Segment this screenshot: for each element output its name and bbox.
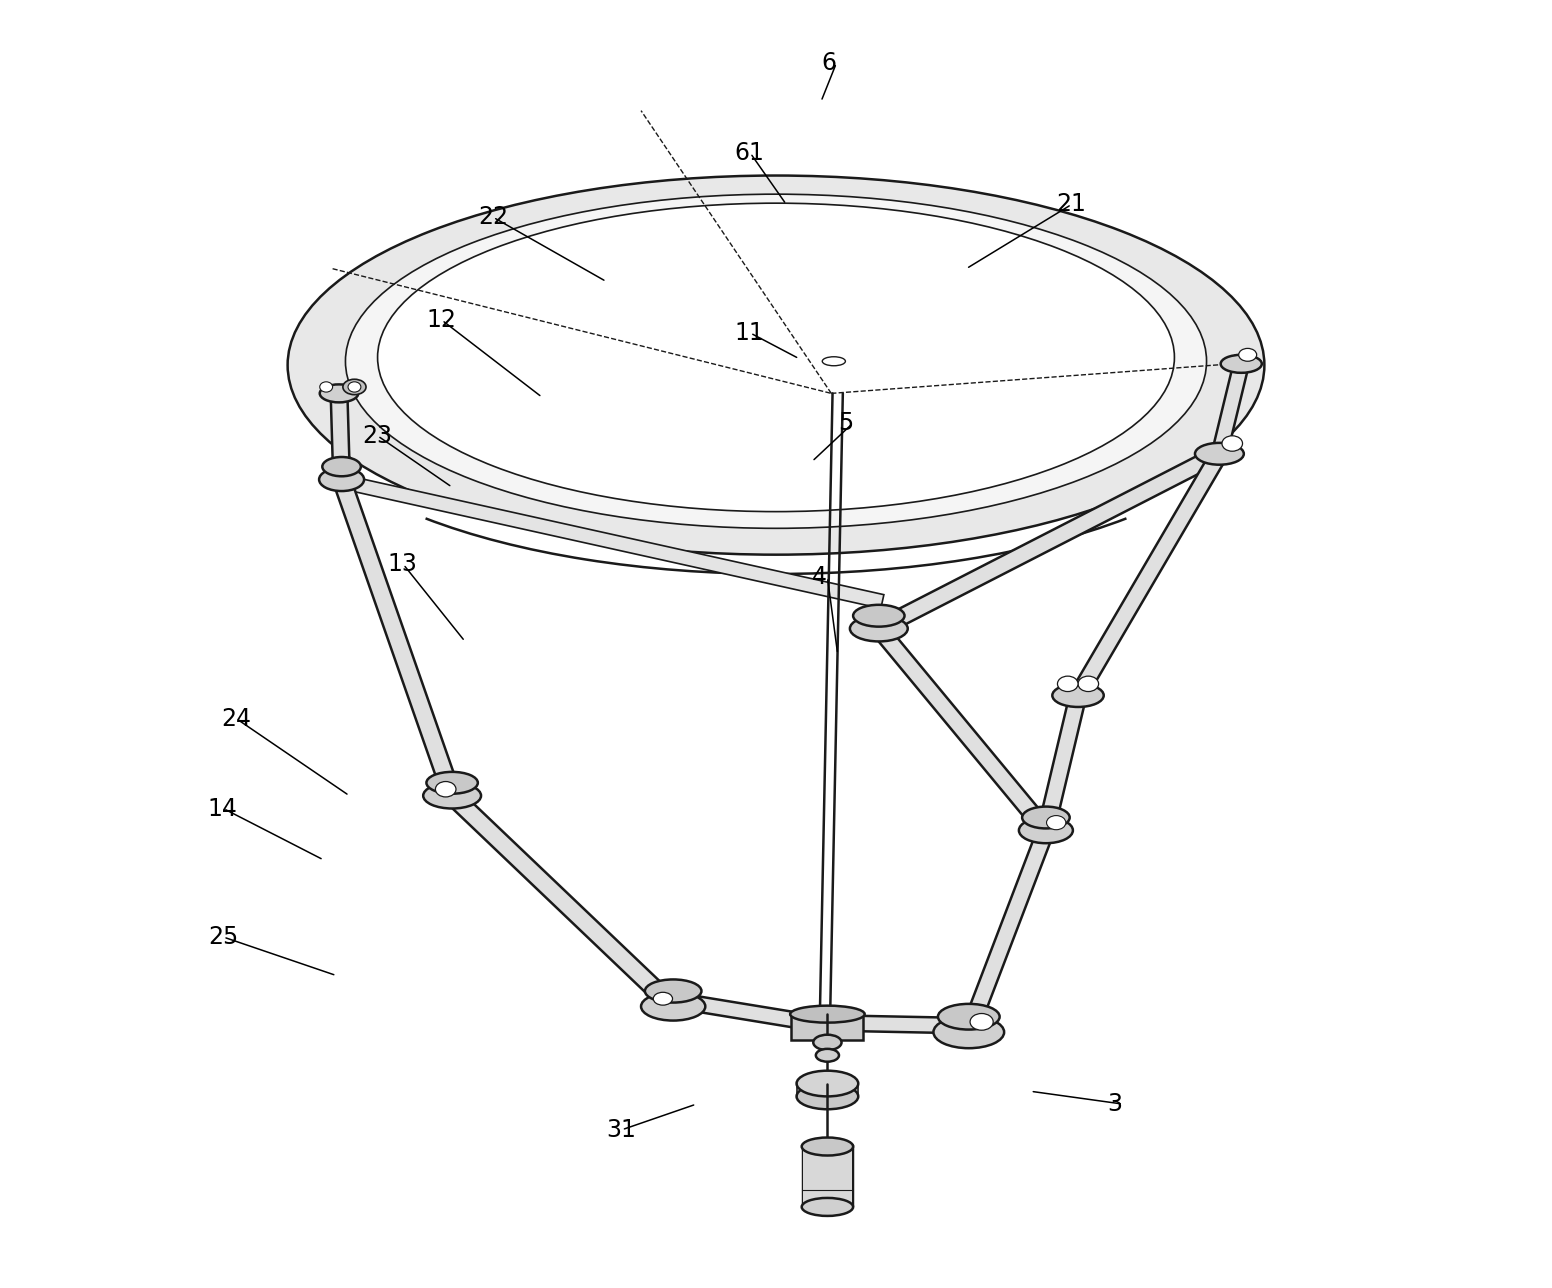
Ellipse shape bbox=[1238, 348, 1257, 361]
Polygon shape bbox=[872, 623, 1052, 836]
Text: 22: 22 bbox=[478, 205, 508, 229]
Polygon shape bbox=[792, 1014, 863, 1039]
Ellipse shape bbox=[320, 384, 359, 402]
Ellipse shape bbox=[424, 783, 481, 809]
Ellipse shape bbox=[823, 357, 846, 366]
Polygon shape bbox=[1211, 355, 1251, 462]
Ellipse shape bbox=[970, 1014, 993, 1030]
Polygon shape bbox=[445, 790, 680, 1012]
Ellipse shape bbox=[854, 605, 905, 627]
Ellipse shape bbox=[850, 616, 908, 641]
Ellipse shape bbox=[641, 992, 705, 1020]
Ellipse shape bbox=[436, 782, 456, 797]
Ellipse shape bbox=[1079, 676, 1099, 692]
Ellipse shape bbox=[1020, 818, 1072, 844]
Polygon shape bbox=[875, 447, 1223, 636]
Ellipse shape bbox=[377, 204, 1175, 511]
Ellipse shape bbox=[816, 1048, 840, 1061]
Text: 61: 61 bbox=[736, 142, 765, 165]
Ellipse shape bbox=[790, 1006, 864, 1023]
Text: 12: 12 bbox=[427, 308, 456, 332]
Text: 4: 4 bbox=[812, 565, 827, 589]
Ellipse shape bbox=[796, 1083, 858, 1109]
Ellipse shape bbox=[1052, 684, 1103, 707]
Polygon shape bbox=[802, 1146, 852, 1207]
Text: 31: 31 bbox=[607, 1118, 636, 1142]
Ellipse shape bbox=[933, 1016, 1004, 1048]
Text: 14: 14 bbox=[208, 796, 237, 820]
Ellipse shape bbox=[1023, 806, 1069, 828]
Ellipse shape bbox=[813, 1034, 841, 1050]
Text: 3: 3 bbox=[1108, 1092, 1122, 1117]
Ellipse shape bbox=[937, 1003, 999, 1029]
Polygon shape bbox=[961, 827, 1054, 1036]
Text: 21: 21 bbox=[1057, 192, 1086, 216]
Ellipse shape bbox=[802, 1198, 854, 1216]
Polygon shape bbox=[840, 1015, 968, 1033]
Polygon shape bbox=[1038, 693, 1086, 832]
Ellipse shape bbox=[287, 175, 1265, 555]
Ellipse shape bbox=[796, 1070, 858, 1096]
Ellipse shape bbox=[427, 772, 478, 793]
Polygon shape bbox=[337, 474, 885, 608]
Ellipse shape bbox=[1195, 443, 1243, 465]
Text: 23: 23 bbox=[362, 424, 393, 448]
Ellipse shape bbox=[802, 1137, 854, 1155]
Ellipse shape bbox=[653, 992, 672, 1005]
Ellipse shape bbox=[1221, 435, 1243, 451]
Text: 13: 13 bbox=[388, 553, 417, 576]
Text: 24: 24 bbox=[220, 707, 251, 730]
Ellipse shape bbox=[646, 979, 702, 1002]
Ellipse shape bbox=[1221, 354, 1262, 372]
Ellipse shape bbox=[320, 381, 332, 392]
Polygon shape bbox=[1071, 450, 1226, 699]
Ellipse shape bbox=[320, 468, 365, 491]
Polygon shape bbox=[334, 477, 461, 799]
Polygon shape bbox=[331, 386, 351, 486]
Text: 5: 5 bbox=[838, 411, 854, 435]
Text: 6: 6 bbox=[821, 52, 837, 75]
Text: 25: 25 bbox=[208, 925, 237, 949]
Polygon shape bbox=[672, 992, 816, 1030]
Text: 11: 11 bbox=[736, 321, 765, 345]
Ellipse shape bbox=[323, 457, 362, 477]
Ellipse shape bbox=[343, 379, 366, 394]
Ellipse shape bbox=[346, 194, 1206, 528]
Ellipse shape bbox=[348, 381, 362, 392]
Ellipse shape bbox=[1057, 676, 1079, 692]
Ellipse shape bbox=[1046, 815, 1066, 829]
